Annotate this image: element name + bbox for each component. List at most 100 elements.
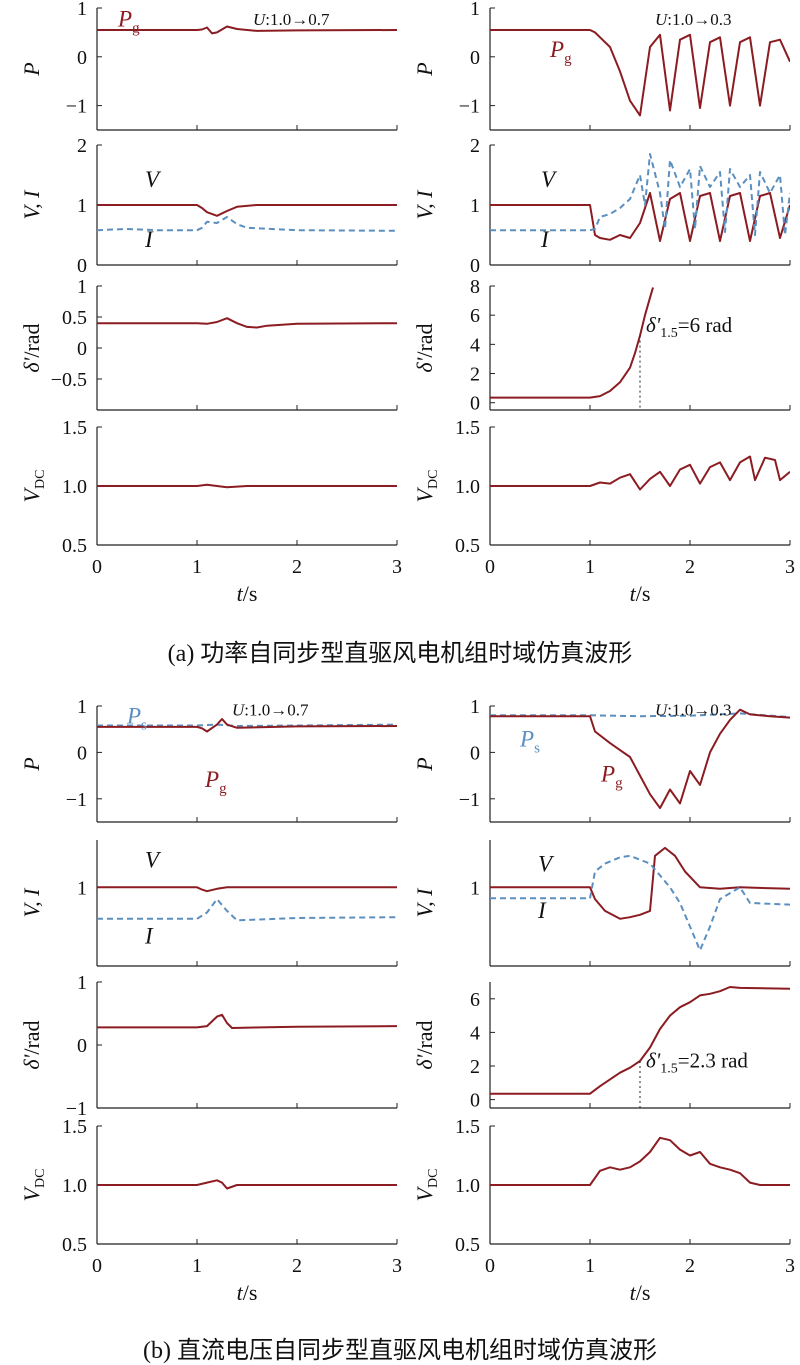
a-right-P-series-Pg-line (490, 29, 790, 117)
a-right-vdc-xtick-label: 3 (785, 556, 795, 578)
a-left-vdc-xtick-label: 1 (192, 556, 202, 578)
a-right-vdc-ytick-label: 1.0 (455, 476, 480, 498)
a-left-delta-ytick-label: −0.5 (51, 369, 87, 391)
a-left-vdc-xtick-label: 3 (392, 556, 402, 578)
a-right-VI-series-I-line (490, 153, 790, 236)
a-right-vdc-ytick-label: 1.5 (455, 417, 480, 439)
a-left-delta-series--line (97, 317, 397, 329)
b-right-delta-ytick-label: 0 (470, 1090, 480, 1112)
b-left-delta-ytick-label: 1 (77, 972, 87, 994)
b-left-vdc-xlabel: t/s (237, 1280, 258, 1305)
a-right-vdc-xlabel: t/s (630, 581, 651, 606)
b-right-delta-ytick-label: 4 (470, 1022, 480, 1044)
a-right-delta-ytick-label: 6 (470, 305, 480, 327)
b-right-vdc-xtick-label: 2 (685, 1255, 695, 1277)
b-right-vdc-xlabel: t/s (630, 1280, 651, 1305)
a-right-vdc-ytick-label: 0.5 (455, 535, 480, 557)
b-right-vdc-ytick-label: 1.0 (455, 1175, 480, 1197)
b-left-vdc-xtick-label: 1 (192, 1255, 202, 1277)
b-left-VI-ytick-label: 1 (77, 877, 87, 899)
a-left-P-ytick-label: 1 (77, 0, 87, 20)
a-right-VI-series-V-line (490, 192, 790, 242)
b-left-vdc-ytick-label: 1.5 (62, 1116, 87, 1138)
b-left-delta-ylabel: δ'/rad (19, 1020, 44, 1069)
b-left-VI-label-I: I (144, 923, 154, 948)
a-right-delta-annotation: δ'1.5=6 rad (646, 313, 733, 341)
a-right-VI-ytick-label: 0 (470, 255, 480, 277)
a-left-P-ytick-label: −1 (66, 96, 87, 118)
a-left-vdc-ytick-label: 0.5 (62, 535, 87, 557)
a-left-delta-ytick-label: 0 (77, 338, 87, 360)
b-left-vdc-xtick-label: 3 (392, 1255, 402, 1277)
a-right-delta-ytick-label: 0 (470, 393, 480, 415)
a-right-P-ytick-label: 1 (470, 0, 480, 20)
b-right-VI-series-V-line (490, 846, 790, 920)
a-left-vdc-ytick-label: 1.0 (62, 476, 87, 498)
b-left-vdc-ylabel: VDC (19, 1169, 48, 1202)
b-right-VI-ytick-label: 1 (470, 877, 480, 899)
b-left-VI-label-V: V (145, 848, 162, 873)
b-right-VI-ylabel: V, I (412, 887, 437, 918)
a-right-VI-label-I: I (540, 227, 550, 252)
a-right-VI-ylabel: V, I (412, 189, 437, 220)
a-left-delta-ytick-label: 1 (77, 276, 87, 298)
b-right-P-ytick-label: 1 (470, 696, 480, 718)
a-left-VI-label-V: V (145, 167, 162, 192)
a-left-vdc-series-VDC-line (97, 483, 397, 489)
a-left-VI-ytick-label: 0 (77, 255, 87, 277)
b-left-delta-ytick-label: 0 (77, 1035, 87, 1057)
b-left-P-ytick-label: 1 (77, 696, 87, 718)
a-left-VI-ytick-label: 2 (77, 135, 87, 157)
b-right-P-ytick-label: −1 (459, 789, 480, 811)
b-right-vdc-ylabel: VDC (412, 1169, 441, 1202)
b-right-P-series-Pg-line (490, 708, 790, 810)
b-left-VI-ylabel: V, I (19, 887, 44, 918)
b-left-vdc-series-VDC-line (97, 1179, 397, 1190)
b-right-delta-ytick-label: 2 (470, 1056, 480, 1078)
a-left-P-annotation: U:1.0→0.7 (253, 10, 330, 29)
b-right-vdc-series-VDC-line (490, 1136, 790, 1186)
b-right-P-label-Ps: Ps (519, 727, 540, 757)
a-left-P-ylabel: P (19, 62, 44, 76)
a-right-delta-ylabel: δ'/rad (412, 323, 437, 372)
a-left-delta-ytick-label: 0.5 (62, 307, 87, 329)
a-right-vdc-series-VDC-line (490, 455, 790, 491)
a-right-VI-ytick-label: 2 (470, 135, 480, 157)
b-right-vdc-xtick-label: 1 (585, 1255, 595, 1277)
b-right-delta-ylabel: δ'/rad (412, 1020, 437, 1069)
a-right-delta-ytick-label: 2 (470, 364, 480, 386)
a-left-P-series-Pg-line (97, 25, 397, 35)
a-right-vdc-xtick-label: 1 (585, 556, 595, 578)
a-right-delta-ytick-label: 8 (470, 276, 480, 298)
a-left-VI-ytick-label: 1 (77, 195, 87, 217)
b-left-P-label-Ps: Ps (126, 703, 147, 733)
b-left-P-label-Pg: Pg (204, 767, 227, 797)
b-right-vdc-xtick-label: 3 (785, 1255, 795, 1277)
b-left-P-ylabel: P (19, 757, 44, 771)
a-left-P-ytick-label: 0 (77, 47, 87, 69)
b-left-VI-series-V-line (97, 886, 397, 893)
a-right-delta-ytick-label: 4 (470, 334, 480, 356)
b-left-VI-series-I-line (97, 898, 397, 922)
b-left-vdc-ytick-label: 0.5 (62, 1234, 87, 1256)
a-right-P-ylabel: P (412, 62, 437, 76)
b-right-delta-ytick-label: 6 (470, 989, 480, 1011)
a-left-vdc-ylabel: VDC (19, 470, 48, 503)
a-right-VI-ytick-label: 1 (470, 195, 480, 217)
b-left-vdc-xtick-label: 0 (92, 1255, 102, 1277)
a-left-VI-label-I: I (144, 227, 154, 252)
b-right-P-label-Pg: Pg (600, 761, 623, 791)
a-right-P-ytick-label: −1 (459, 96, 480, 118)
a-left-VI-ylabel: V, I (19, 189, 44, 220)
b-right-delta-series--line (490, 986, 790, 1095)
b-left-vdc-xtick-label: 2 (292, 1255, 302, 1277)
b-right-P-ylabel: P (412, 757, 437, 771)
b-left-P-ytick-label: 0 (77, 742, 87, 764)
b-left-delta-ytick-label: −1 (66, 1098, 87, 1120)
b-right-vdc-ytick-label: 1.5 (455, 1116, 480, 1138)
a-left-vdc-xtick-label: 2 (292, 556, 302, 578)
a-left-VI-series-V-line (97, 204, 397, 217)
b-right-VI-label-I: I (537, 898, 547, 923)
a-right-delta-series--line (490, 287, 654, 399)
